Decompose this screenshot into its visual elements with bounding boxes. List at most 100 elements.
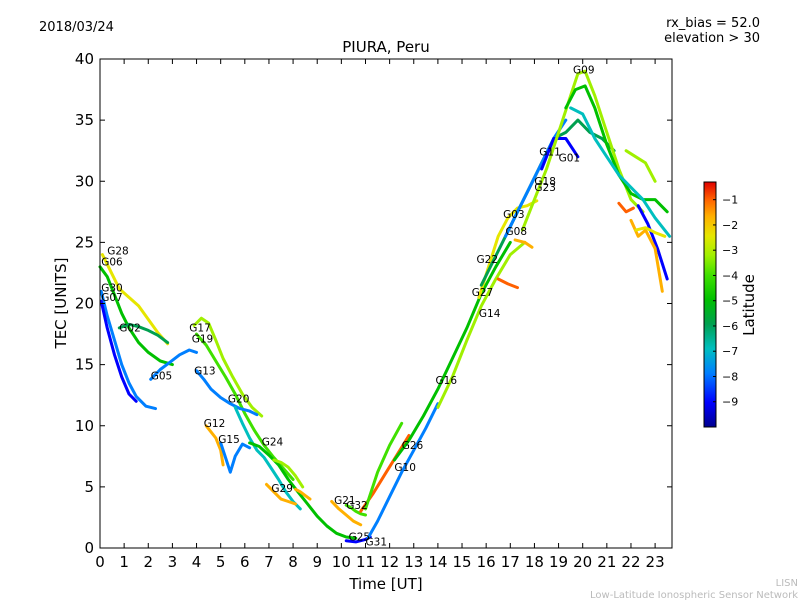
y-tick-label: 20 (75, 295, 94, 313)
prn-label: G30 (101, 282, 123, 294)
prn-label: G17 (189, 323, 211, 335)
prn-label: G16 (436, 375, 458, 387)
y-tick-label: 25 (75, 233, 94, 251)
series-line-33 (624, 149, 657, 183)
y-axis-ticks: 0 5 10 15 20 25 30 35 40 (75, 50, 672, 557)
x-tick-label: 14 (428, 553, 447, 571)
series-line-11 (219, 441, 252, 474)
x-tick-label: 17 (501, 553, 520, 571)
colorbar-tick-label: −6 (722, 320, 738, 333)
series-line-26 (496, 277, 519, 290)
prn-label: G19 (192, 334, 214, 346)
prn-label: G28 (107, 246, 129, 258)
prn-label: G08 (506, 226, 528, 238)
prn-label: G18 (534, 176, 556, 188)
x-tick-label: 8 (288, 553, 298, 571)
series-line-0 (100, 253, 170, 346)
series-line-12 (248, 441, 358, 540)
series-line-29 (540, 137, 580, 171)
y-tick-label: 10 (75, 417, 94, 435)
series-line-21 (364, 421, 404, 511)
series-line-1 (98, 265, 174, 367)
y-axis-label: TEC [UNITS] (52, 258, 70, 350)
series-line-16 (330, 500, 363, 527)
y-tick-label: 30 (75, 172, 94, 190)
series-layer (98, 69, 672, 544)
x-axis-label: Time [UT] (348, 575, 422, 593)
y-tick-label: 0 (84, 539, 94, 557)
colorbar-tick-label: −3 (722, 244, 738, 257)
x-tick-label: 10 (332, 553, 351, 571)
prn-label: G06 (101, 257, 123, 269)
series-line-35 (617, 201, 635, 214)
prn-label: G05 (151, 370, 173, 382)
credit-short: LISN (776, 578, 798, 589)
x-tick-label: 11 (356, 553, 375, 571)
series-line-34 (636, 204, 669, 281)
prn-label: G10 (394, 462, 416, 474)
prn-label: G11 (539, 147, 561, 159)
series-line-31 (564, 84, 669, 214)
series-line-15 (272, 458, 305, 489)
series-line-13 (265, 482, 297, 506)
x-tick-label: 9 (312, 553, 322, 571)
x-tick-label: 7 (264, 553, 274, 571)
colorbar (703, 181, 717, 428)
colorbar-tick-label: −8 (722, 370, 738, 383)
prn-label: G31 (366, 537, 388, 549)
prn-label: G12 (204, 418, 226, 430)
x-tick-label: 3 (168, 553, 178, 571)
x-tick-label: 15 (452, 553, 471, 571)
prn-label: G23 (534, 182, 556, 194)
prn-label: G15 (218, 434, 240, 446)
colorbar-ticks: −9 −8 −7 −6 −5 −4 −3 −2 −1 (713, 194, 738, 409)
series-line-22 (392, 240, 512, 462)
series-line-30 (520, 69, 645, 232)
x-tick-label: 2 (143, 553, 153, 571)
prn-label: G14 (479, 308, 501, 320)
series-line-17 (344, 503, 367, 517)
prn-label: G21 (334, 495, 356, 507)
colorbar-tick-label: −5 (722, 295, 738, 308)
prn-label: G09 (573, 65, 595, 77)
y-tick-label: 40 (75, 50, 94, 68)
x-tick-label: 22 (621, 553, 640, 571)
date-label: 2018/03/24 (39, 20, 114, 35)
x-tick-label: 12 (380, 553, 399, 571)
colorbar-tick-label: −1 (722, 194, 738, 207)
series-line-37 (634, 226, 667, 238)
colorbar-label: Latitude (740, 274, 758, 336)
prn-label: G27 (472, 287, 494, 299)
prn-label: G32 (346, 500, 368, 512)
x-tick-label: 20 (573, 553, 592, 571)
x-tick-label: 16 (477, 553, 496, 571)
series-line-27 (513, 238, 534, 249)
x-axis-ticks: 0 1 2 3 4 5 6 7 8 9 10 11 12 13 14 15 16 17 18 19 20 21 22 23 (95, 59, 665, 571)
x-tick-label: 23 (646, 553, 665, 571)
x-tick-label: 13 (404, 553, 423, 571)
series-line-3 (99, 299, 138, 403)
x-tick-label: 4 (192, 553, 202, 571)
elevation-label: elevation > 30 (664, 31, 760, 46)
prn-label: G24 (262, 436, 284, 448)
series-line-2 (99, 289, 157, 411)
series-line-14 (294, 487, 312, 501)
x-tick-label: 18 (525, 553, 544, 571)
x-tick-label: 6 (240, 553, 250, 571)
x-tick-label: 1 (119, 553, 129, 571)
x-tick-label: 5 (216, 553, 226, 571)
x-tick-label: 21 (597, 553, 616, 571)
colorbar-tick-label: −2 (722, 219, 738, 232)
prn-label: G13 (194, 365, 216, 377)
series-line-9 (233, 405, 302, 511)
x-tick-label: 0 (95, 553, 105, 571)
x-tick-label: 19 (549, 553, 568, 571)
credit-long: Low-Latitude Ionospheric Sensor Network (590, 590, 798, 600)
prn-label: G26 (402, 440, 424, 452)
series-line-23 (436, 240, 527, 409)
prn-label: G22 (477, 254, 499, 266)
chart-title: PIURA, Peru (342, 38, 429, 56)
series-line-10 (204, 424, 225, 467)
